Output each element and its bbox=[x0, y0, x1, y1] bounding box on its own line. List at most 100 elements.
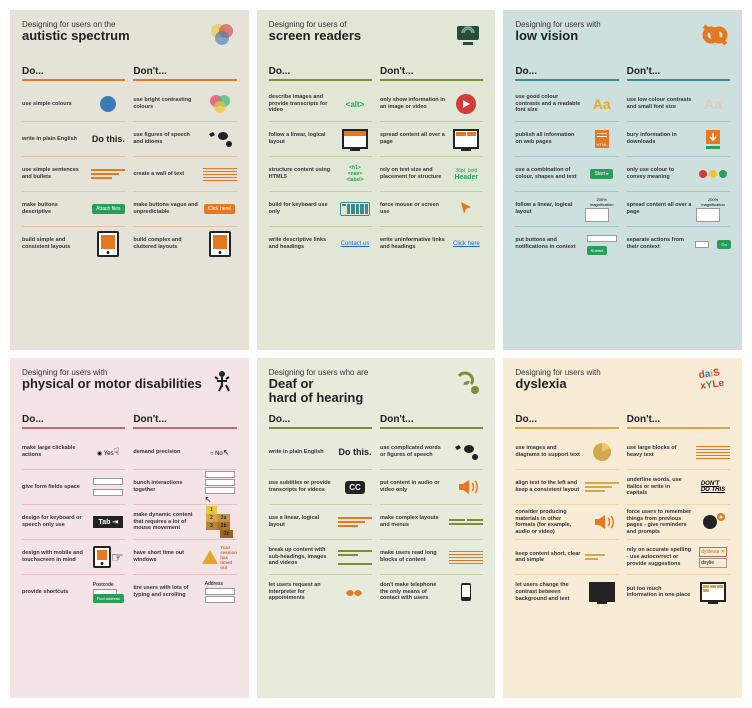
dont-heading: Don't... bbox=[380, 66, 483, 81]
dont-text: force users to remember things from prev… bbox=[627, 509, 692, 535]
do-row: follow a linear, logical layout bbox=[269, 122, 372, 157]
dont-row: use low colour contrasts and small font … bbox=[627, 87, 730, 122]
dont-text: make complex layouts and menus bbox=[380, 515, 445, 528]
dont-text: put too much information in one place bbox=[627, 586, 692, 599]
do-row: follow a linear, logical layout 200% magn… bbox=[515, 192, 618, 227]
do-row: write descriptive links and headingsCont… bbox=[269, 227, 372, 261]
do-text: use a combination of colour, shapes and … bbox=[515, 167, 580, 180]
poster: Designing for users withlow visionDo...u… bbox=[503, 10, 742, 350]
dont-visual bbox=[696, 509, 730, 535]
dont-text: separate actions from their context bbox=[627, 237, 692, 250]
do-text: make large clickable actions bbox=[22, 445, 87, 458]
dont-column: Don't...use complicated words or figures… bbox=[380, 414, 483, 688]
dont-row: demand precision○ No↖ bbox=[133, 435, 236, 470]
do-text: give form fields space bbox=[22, 484, 87, 491]
dont-text: make buttons vague and unpredictable bbox=[133, 202, 198, 215]
dont-visual bbox=[696, 126, 730, 152]
do-row: design with mobile and touchscreen in mi… bbox=[22, 540, 125, 575]
do-text: let users request an interpreter for app… bbox=[269, 582, 334, 602]
dont-row: put too much information in one place bbox=[627, 575, 730, 609]
dont-visual bbox=[203, 91, 237, 117]
do-text: design for keyboard or speech only use bbox=[22, 515, 87, 528]
do-visual: <h1><nav><label> bbox=[338, 161, 372, 187]
dont-heading: Don't... bbox=[627, 66, 730, 81]
dont-column: Don't...demand precision○ No↖bunch inter… bbox=[133, 414, 236, 688]
do-heading: Do... bbox=[515, 414, 618, 429]
do-visual: CC bbox=[338, 474, 372, 500]
svg-text:HTML: HTML bbox=[596, 142, 608, 147]
dont-row: use bright contrasting colours bbox=[133, 87, 236, 122]
header-icon: daiSxYLe bbox=[698, 366, 732, 400]
dont-visual: Your sessionhas timed out bbox=[203, 544, 237, 570]
do-visual: HTML bbox=[585, 126, 619, 152]
dont-row: make users read long blocks of content bbox=[380, 540, 483, 575]
dont-text: only use colour to convey meaning bbox=[627, 167, 692, 180]
do-text: write in plain English bbox=[269, 449, 334, 456]
dont-column: Don't...use bright contrasting coloursus… bbox=[133, 66, 236, 340]
dont-visual: dyslexia ✕dsylie bbox=[696, 544, 730, 570]
do-row: break up content with sub-headings, imag… bbox=[269, 540, 372, 575]
do-row: design for keyboard or speech only use Ta… bbox=[22, 505, 125, 540]
do-visual bbox=[338, 509, 372, 535]
dont-text: tire users with lots of typing and scrol… bbox=[133, 585, 198, 598]
dont-heading: Don't... bbox=[133, 414, 236, 429]
do-row: use a combination of colour, shapes and … bbox=[515, 157, 618, 192]
do-text: follow a linear, logical layout bbox=[515, 202, 580, 215]
dont-row: force mouse or screen use bbox=[380, 192, 483, 227]
dont-text: force mouse or screen use bbox=[380, 202, 445, 215]
do-row: write in plain English Do this. bbox=[269, 435, 372, 470]
do-text: structure content using HTML5 bbox=[269, 167, 334, 180]
do-text: follow a linear, logical layout bbox=[269, 132, 334, 145]
dont-text: use low colour contrasts and small font … bbox=[627, 97, 692, 110]
do-text: use a linear, logical layout bbox=[269, 515, 334, 528]
header-icon bbox=[207, 368, 237, 398]
do-visual: Do this. bbox=[338, 439, 372, 465]
dont-visual bbox=[203, 231, 237, 257]
poster-title: dyslexia bbox=[515, 377, 600, 391]
do-visual: ☞ bbox=[91, 544, 125, 570]
do-text: align text to the left and keep a consis… bbox=[515, 480, 580, 493]
dont-row: bunch interactions together ↖ bbox=[133, 470, 236, 505]
dont-text: underline words, use italics or write in… bbox=[627, 477, 692, 497]
do-visual bbox=[91, 474, 125, 500]
poster-header: Designing for users ofscreen readers bbox=[269, 20, 484, 58]
do-row: use a linear, logical layout bbox=[269, 505, 372, 540]
do-text: build for keyboard use only bbox=[269, 202, 334, 215]
do-visual bbox=[338, 579, 372, 605]
dont-text: bury information in downloads bbox=[627, 132, 692, 145]
dont-row: put content in audio or video only bbox=[380, 470, 483, 505]
do-text: use images and diagrams to support text bbox=[515, 445, 580, 458]
do-visual: 200% magnification bbox=[585, 196, 619, 222]
dont-visual bbox=[449, 509, 483, 535]
do-visual bbox=[585, 474, 619, 500]
poster-title: Deaf orhard of hearing bbox=[269, 377, 369, 406]
dont-heading: Don't... bbox=[133, 66, 236, 81]
dont-text: write uninformative links and headings bbox=[380, 237, 445, 250]
dont-visual bbox=[449, 126, 483, 152]
dont-row: bury information in downloads bbox=[627, 122, 730, 157]
dont-text: bunch interactions together bbox=[133, 480, 198, 493]
do-heading: Do... bbox=[269, 66, 372, 81]
do-visual bbox=[338, 126, 372, 152]
poster-title: low vision bbox=[515, 29, 600, 43]
do-visual: <alt> bbox=[338, 91, 372, 117]
poster: Designing for users on theautistic spect… bbox=[10, 10, 249, 350]
dont-text: only show information in an image or vid… bbox=[380, 97, 445, 110]
do-text: keep content short, clear and simple bbox=[515, 551, 580, 564]
do-text: write in plain English bbox=[22, 136, 87, 143]
do-visual bbox=[585, 579, 619, 605]
dont-row: use large blocks of heavy text bbox=[627, 435, 730, 470]
do-visual: ◉ Yes☟ bbox=[91, 439, 125, 465]
dont-visual: ↖ bbox=[203, 474, 237, 500]
do-text: use subtitles or provide transcripts for… bbox=[269, 480, 334, 493]
dont-row: only show information in an image or vid… bbox=[380, 87, 483, 122]
dont-row: write uninformative links and headingsCl… bbox=[380, 227, 483, 261]
dont-row: underline words, use italics or write in… bbox=[627, 470, 730, 505]
dont-text: build complex and cluttered layouts bbox=[133, 237, 198, 250]
dont-visual: Address bbox=[203, 579, 237, 605]
do-visual bbox=[585, 439, 619, 465]
do-visual: Tab ⇥ bbox=[91, 509, 125, 535]
dont-row: separate actions from their contextGo bbox=[627, 227, 730, 261]
do-heading: Do... bbox=[22, 66, 125, 81]
poster-header: Designing for users withphysical or moto… bbox=[22, 368, 237, 406]
